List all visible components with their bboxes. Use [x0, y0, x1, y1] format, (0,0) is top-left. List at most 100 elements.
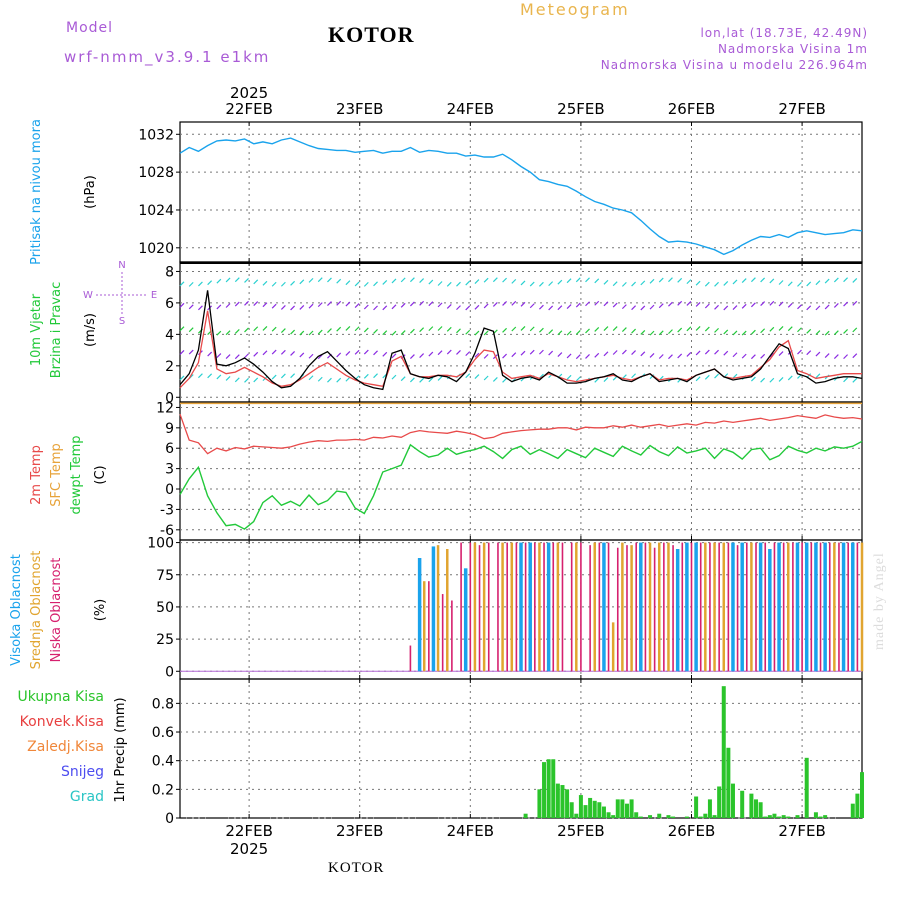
precip-bar — [850, 803, 855, 818]
wind-barb — [225, 277, 231, 283]
top-axis-day-label: 23FEB — [336, 100, 383, 118]
cloud-bar — [856, 542, 859, 672]
wind-barb — [612, 350, 618, 355]
cloud-bar — [648, 542, 652, 672]
wind-barb — [244, 327, 249, 333]
wind-barb — [336, 352, 342, 358]
wind-barb — [750, 302, 756, 308]
bottom-axis-day-label: 25FEB — [557, 822, 604, 840]
wind-barb — [363, 304, 369, 310]
wind-barb — [354, 303, 360, 308]
wind-barb — [695, 350, 701, 356]
model-label: Model — [66, 20, 114, 36]
wind-barb — [216, 304, 222, 310]
cloud-bar — [534, 542, 536, 672]
cloud-bar — [635, 542, 638, 672]
wind-barb — [244, 377, 249, 383]
wind-barb — [529, 281, 535, 287]
precip-bar — [671, 816, 676, 818]
precip-bar — [624, 803, 629, 818]
precip-bar — [560, 785, 565, 818]
wind-barb — [833, 303, 839, 308]
wind-barb — [621, 304, 627, 310]
wind-barb — [317, 376, 323, 382]
cloud-bar — [451, 600, 453, 672]
wind-barb — [437, 302, 443, 308]
wind-barb — [594, 300, 600, 306]
cloud-bar — [795, 542, 800, 672]
cloud-bar — [657, 542, 661, 672]
wind-barb — [419, 278, 425, 284]
precip-legend-item: Zaledj.Kisa — [27, 739, 104, 755]
cloud-bar — [630, 545, 633, 672]
precip-bar — [611, 815, 616, 818]
sfctemp-axis-title: SFC Temp — [49, 443, 64, 507]
wind-barb — [244, 277, 249, 283]
cloud-bar — [460, 542, 462, 672]
station-title: KOTOR — [328, 22, 415, 47]
cloud-bar — [528, 542, 532, 672]
cloud-bar — [672, 545, 674, 672]
wind-barb — [400, 330, 406, 335]
wind-barb — [271, 303, 277, 309]
wind-barb — [419, 327, 425, 333]
cloud-bar — [773, 542, 776, 672]
wind-barb — [603, 279, 609, 285]
wind-barb — [612, 302, 618, 308]
precip-bar — [740, 790, 745, 818]
wind-barb — [336, 377, 342, 383]
cloud-bar — [506, 542, 508, 672]
wind-barb — [391, 304, 397, 310]
wind-barb — [253, 377, 259, 383]
wind-barb — [502, 353, 507, 359]
wind-barb — [391, 353, 397, 359]
cloud-bar — [694, 542, 698, 672]
wind-barb — [778, 376, 784, 382]
wind-barb — [852, 300, 858, 306]
ytick-label-wind: 0 — [165, 390, 174, 406]
wind-barb — [649, 304, 655, 310]
cloud-bar — [804, 542, 809, 672]
cloud-bar — [667, 542, 670, 672]
wind-barb — [188, 349, 194, 355]
precip-bar — [615, 799, 620, 818]
wind-barb — [207, 280, 213, 286]
wind-barb — [539, 327, 544, 333]
cloud-bar — [487, 542, 490, 672]
ytick-label-pressure: 1020 — [138, 241, 174, 257]
wind-barb — [391, 374, 397, 380]
wind-barb — [649, 278, 655, 284]
wind-barb — [465, 373, 471, 379]
wind-barb — [280, 349, 286, 355]
ytick-label-cloud: 0 — [165, 664, 174, 680]
wind-barb — [585, 301, 590, 307]
cloud-bar — [740, 542, 744, 672]
wind-barb — [437, 350, 443, 356]
wind-barb — [373, 329, 378, 334]
wind-barb — [327, 377, 332, 383]
wind-barb — [732, 330, 738, 336]
precip-bar — [657, 813, 662, 818]
compass-w-label: W — [83, 290, 93, 301]
wind-barb — [400, 277, 406, 283]
wind-barb — [585, 328, 590, 334]
ytick-label-wind: 8 — [165, 264, 174, 280]
cloud-bar — [575, 542, 578, 672]
wind-barb — [446, 349, 452, 355]
wind-barb — [539, 281, 544, 287]
wind-barb — [797, 349, 802, 355]
wind-barb — [317, 329, 323, 335]
wind-barb — [409, 301, 415, 307]
ytick-label-wind: 4 — [165, 327, 174, 343]
top-axis-day-label: 24FEB — [447, 100, 494, 118]
precip-bar — [712, 815, 717, 818]
panel-frame-pressure — [179, 121, 863, 263]
wind-barb — [631, 373, 637, 379]
wind-barb — [824, 330, 830, 336]
wind-barb — [188, 304, 194, 310]
wind-barb — [419, 377, 425, 383]
precip-legend-item: Ukupna Kisa — [17, 689, 104, 705]
wind-barb — [465, 351, 471, 357]
bottom-axis-day-label: 22FEB — [225, 822, 272, 840]
wind-barb — [225, 330, 231, 336]
